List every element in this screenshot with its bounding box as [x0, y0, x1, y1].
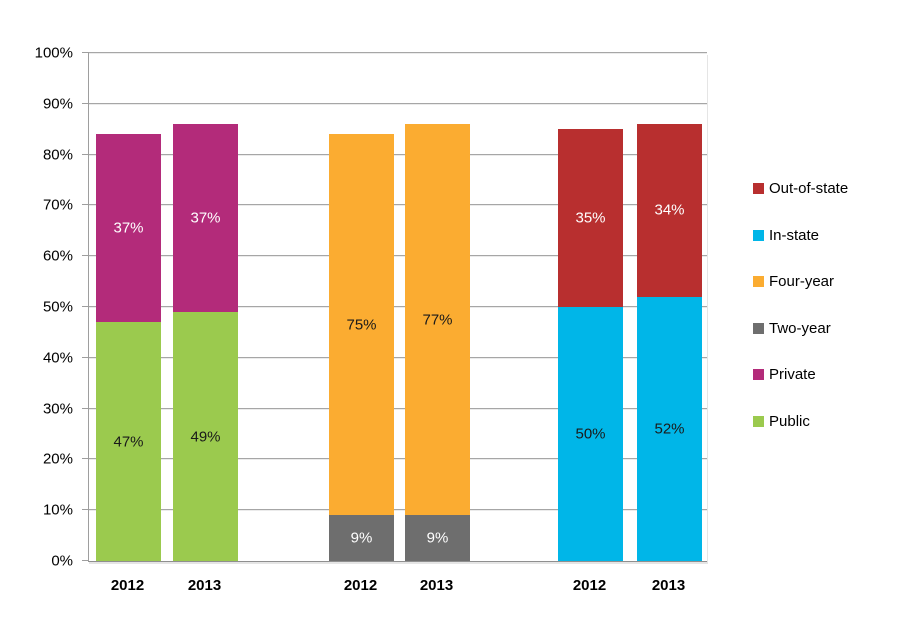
y-axis-label: 10% [42, 501, 73, 519]
legend-item-four-year: Four-year [753, 274, 848, 292]
bar-segment-value-label: 37% [190, 209, 221, 227]
bar-segment-public [173, 312, 238, 561]
y-axis-label: 20% [42, 450, 73, 468]
y-axis-tick [82, 52, 89, 53]
legend-swatch-icon [753, 322, 764, 334]
stacked-bar-public-private-2013: 49% 37% [173, 53, 238, 561]
gridline-30 [89, 407, 707, 409]
bar-segment-private [173, 124, 238, 313]
legend-label: In-state [769, 226, 820, 244]
y-axis-tick [82, 356, 89, 358]
bar-segment-in-state [558, 307, 623, 561]
gridline-100 [89, 52, 707, 53]
bar-segment-out-of-state [558, 129, 623, 307]
y-axis-label: 40% [42, 349, 73, 367]
y-axis-tick [82, 204, 89, 206]
bar-segment-two-year [329, 515, 394, 561]
bar-segment-two-year [405, 515, 470, 561]
x-axis-label-in-state-out-of-state-2012: 2012 [572, 577, 607, 594]
bar-segment-value-label: 50% [575, 425, 606, 443]
x-axis-label-public-private-2013: 2013 [187, 577, 222, 594]
bar-segment-value-label: 9% [426, 529, 449, 547]
legend-swatch-icon [753, 369, 764, 380]
legend-swatch-icon [753, 276, 764, 287]
legend-swatch-icon [753, 183, 764, 194]
gridline-50 [89, 306, 707, 307]
bar-segment-four-year [329, 134, 394, 516]
legend-item-in-state: In-state [753, 226, 848, 246]
y-axis-tick [82, 560, 89, 561]
y-axis-label: 100% [34, 44, 73, 62]
legend-item-two-year: Two-year [753, 319, 848, 339]
y-axis-label: 30% [42, 400, 73, 418]
y-axis-label: 50% [42, 298, 73, 316]
y-axis-tick [82, 509, 89, 511]
bar-segment-value-label: 47% [113, 433, 144, 451]
y-axis-tick [82, 153, 89, 155]
gridline-20 [89, 458, 707, 460]
legend-item-out-of-state: Out-of-state [753, 181, 848, 199]
bar-segment-value-label: 75% [346, 316, 377, 334]
y-axis-tick [82, 458, 89, 460]
y-axis-label: 60% [42, 247, 73, 265]
bar-segment-private [96, 134, 161, 323]
bar-segment-four-year [405, 124, 470, 516]
y-axis-label: 90% [42, 95, 73, 113]
legend-swatch-icon [753, 229, 764, 241]
gridline-10 [89, 509, 707, 511]
stacked-bar-two-year-four-year-2013: 9% 77% [405, 53, 470, 561]
bar-segment-value-label: 49% [190, 428, 221, 446]
y-axis-tick [82, 306, 89, 307]
bar-segment-out-of-state [637, 124, 702, 297]
y-axis-tick [82, 255, 89, 257]
bar-segment-value-label: 34% [654, 201, 685, 219]
gridline-90 [89, 102, 707, 104]
gridline-80 [89, 153, 707, 155]
chart-legend: Out-of-state In-state Four-year Two-year Pri… [753, 181, 848, 460]
stacked-bar-in-state-out-of-state-2012: 50% 35% [558, 53, 623, 561]
stacked-bar-two-year-four-year-2012: 9% 75% [329, 53, 394, 561]
bar-segment-value-label: 77% [422, 311, 453, 329]
gridline-40 [89, 356, 707, 358]
y-axis-label: 80% [42, 146, 73, 164]
bar-segment-value-label: 52% [654, 420, 685, 438]
legend-label: Two-year [769, 319, 831, 337]
bar-segment-in-state [637, 296, 702, 561]
gridline-60 [89, 255, 707, 257]
stacked-bar-in-state-out-of-state-2013: 52% 34% [637, 53, 702, 561]
x-axis-label-public-private-2012: 2012 [110, 577, 145, 594]
legend-item-public: Public [753, 412, 848, 432]
gridline-70 [89, 204, 707, 206]
y-axis-tick [82, 102, 89, 104]
stacked-bar-public-private-2012: 47% 37% [96, 53, 161, 561]
plot-area: 0% 10% 20% 30% 40% 50% 60% 70% 80% 90% 100% 47% 37% 4… [35, 46, 707, 569]
legend-label: Public [769, 412, 810, 430]
legend-swatch-icon [753, 415, 764, 427]
x-axis-label-in-state-out-of-state-2013: 2013 [651, 577, 686, 594]
y-axis-tick [82, 407, 89, 409]
x-axis-label-two-year-four-year-2013: 2013 [419, 577, 454, 594]
x-axis-label-two-year-four-year-2012: 2012 [343, 577, 378, 594]
y-axis-label: 0% [51, 552, 73, 570]
bar-segment-value-label: 35% [575, 209, 606, 227]
bar-segment-value-label: 37% [113, 219, 144, 237]
legend-label: Private [769, 366, 816, 383]
y-axis-label: 70% [42, 196, 73, 214]
bar-segment-public [96, 322, 161, 561]
legend-item-private: Private [753, 367, 848, 385]
legend-label: Four-year [769, 273, 835, 290]
bar-segment-value-label: 9% [350, 529, 373, 547]
legend-label: Out-of-state [769, 180, 849, 197]
